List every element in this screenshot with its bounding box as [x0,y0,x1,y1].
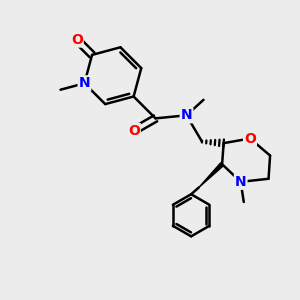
Text: N: N [79,76,90,90]
Text: O: O [244,131,256,146]
Text: O: O [128,124,140,138]
Text: N: N [181,108,192,122]
Polygon shape [199,163,224,188]
Text: N: N [235,175,247,189]
Text: O: O [71,33,83,46]
